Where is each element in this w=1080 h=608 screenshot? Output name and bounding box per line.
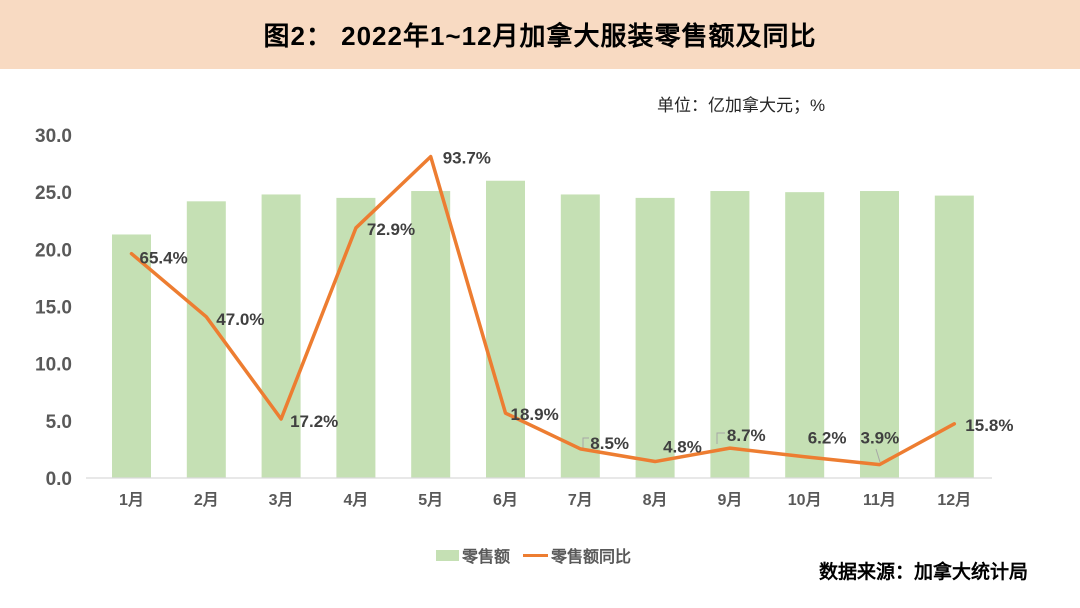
legend-bar-label: 零售额 [462, 549, 511, 566]
y-tick-label: 20.0 [35, 240, 72, 261]
legend-line-label: 零售额同比 [551, 549, 632, 566]
yoy-data-label-2月: 47.0% [216, 310, 264, 329]
x-axis-label-8月: 8月 [643, 491, 668, 509]
unit-label: 单位：亿加拿大元；% [657, 96, 826, 115]
bar-7月 [560, 194, 600, 478]
x-axis-label-9月: 9月 [717, 491, 742, 509]
y-tick-label: 30.0 [35, 126, 72, 147]
yoy-data-label-11月: 3.9% [861, 429, 900, 448]
yoy-line [129, 154, 957, 467]
bar-6月 [486, 180, 525, 478]
data-source-label: 数据来源：加拿大统计局 [818, 562, 1028, 583]
x-axis-label-3月: 3月 [269, 491, 294, 509]
y-tick-label: 5.0 [46, 412, 72, 433]
yoy-data-label-6月: 18.9% [511, 405, 559, 424]
yoy-data-label-5月: 93.7% [443, 149, 491, 168]
title-band: 图2： 2022年1~12月加拿大服装零售额及同比 [0, 0, 1080, 69]
label-leader-line [716, 432, 725, 444]
bar-5月 [411, 191, 451, 479]
x-axis-label-6月: 6月 [493, 491, 518, 509]
x-axis-label-11月: 11月 [863, 491, 896, 509]
bar-2月 [186, 201, 226, 478]
yoy-data-label-10月: 6.2% [808, 429, 847, 448]
legend-item-yoy: 零售额同比 [523, 543, 631, 567]
yoy-data-label-3月: 17.2% [290, 412, 338, 431]
line-series-swatch-icon [523, 553, 549, 557]
bar-11月 [860, 191, 899, 479]
bar-1月 [112, 234, 151, 478]
yoy-data-label-4月: 72.9% [367, 220, 415, 239]
yoy-data-label-9月: 8.7% [727, 426, 766, 445]
legend: 零售额 零售额同比 [436, 544, 631, 566]
y-tick-label: 25.0 [35, 183, 72, 204]
x-axis-label-4月: 4月 [343, 491, 368, 509]
chart-title: 图2： 2022年1~12月加拿大服装零售额及同比 [263, 21, 817, 51]
y-tick-label: 10.0 [35, 355, 72, 376]
legend-item-retail: 零售额 [436, 543, 510, 567]
bar-12月 [934, 195, 974, 478]
yoy-data-label-8月: 4.8% [663, 438, 702, 457]
x-axis-label-7月: 7月 [568, 491, 593, 509]
yoy-data-label-7月: 8.5% [590, 434, 629, 453]
x-axis-label-2月: 2月 [194, 491, 219, 509]
yoy-data-label-1月: 65.4% [140, 249, 188, 268]
x-axis-label-5月: 5月 [418, 491, 443, 509]
bar-8月 [635, 197, 675, 478]
bar-4月 [336, 197, 376, 478]
x-axis-label-1月: 1月 [119, 491, 144, 509]
bar-3月 [261, 194, 301, 478]
x-axis-label-12月: 12月 [937, 491, 971, 509]
yoy-data-label-12月: 15.8% [965, 416, 1013, 435]
label-leader-line [875, 448, 881, 463]
bar-series-swatch-icon [436, 549, 459, 561]
label-leader-line [582, 437, 589, 448]
bar-10月 [785, 192, 825, 478]
bar-9月 [710, 191, 750, 479]
y-tick-label: 0.0 [46, 469, 72, 490]
x-axis-label-10月: 10月 [788, 491, 822, 509]
y-tick-label: 15.0 [35, 298, 72, 319]
